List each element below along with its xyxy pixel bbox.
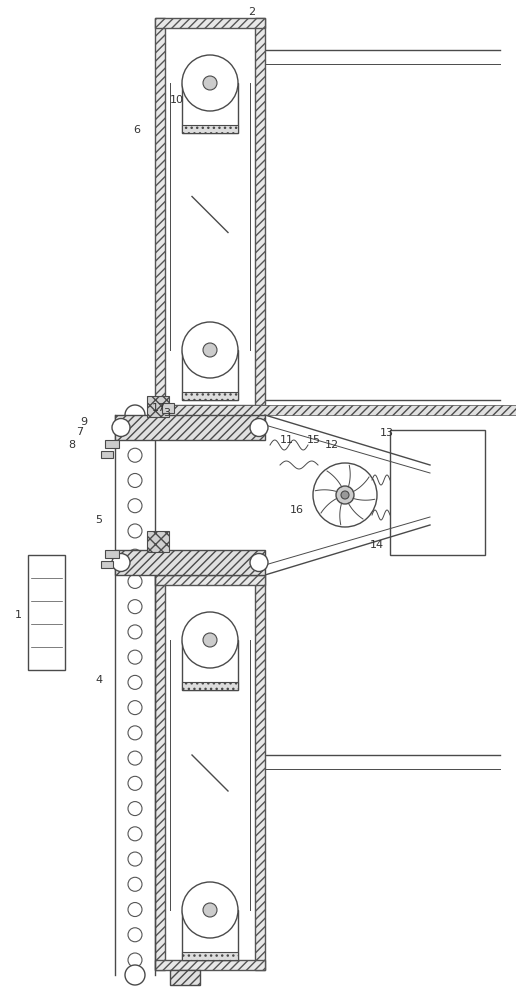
Text: 4: 4 — [95, 675, 102, 685]
Circle shape — [128, 524, 142, 538]
Bar — [155, 18, 165, 415]
Circle shape — [203, 903, 217, 917]
Circle shape — [128, 827, 142, 841]
Text: 14: 14 — [370, 540, 384, 550]
Text: 7: 7 — [76, 427, 83, 437]
Circle shape — [250, 554, 268, 572]
Circle shape — [128, 953, 142, 967]
Circle shape — [128, 903, 142, 917]
Bar — [165, 585, 255, 960]
Circle shape — [128, 776, 142, 790]
Bar — [182, 83, 238, 133]
Circle shape — [128, 473, 142, 487]
Text: 17: 17 — [152, 403, 166, 413]
Circle shape — [203, 76, 217, 90]
Text: 10: 10 — [170, 95, 184, 105]
Bar — [101, 451, 113, 458]
Bar — [155, 18, 265, 28]
Circle shape — [182, 55, 238, 111]
Circle shape — [313, 463, 377, 527]
Bar — [105, 550, 119, 558]
Circle shape — [128, 549, 142, 563]
Bar — [147, 396, 169, 417]
Bar — [155, 405, 265, 415]
Circle shape — [128, 701, 142, 715]
Bar — [165, 28, 255, 405]
Circle shape — [341, 491, 349, 499]
Circle shape — [128, 499, 142, 513]
Circle shape — [128, 423, 142, 437]
Bar — [147, 531, 169, 552]
Text: 9: 9 — [80, 417, 87, 427]
Text: 6: 6 — [133, 125, 140, 135]
Bar — [390, 430, 485, 555]
Bar — [115, 550, 265, 575]
Text: 1: 1 — [15, 610, 22, 620]
Bar — [182, 910, 238, 960]
Text: 15: 15 — [307, 435, 321, 445]
Text: 13: 13 — [380, 428, 394, 438]
Circle shape — [128, 751, 142, 765]
Bar — [255, 575, 265, 970]
Text: 12: 12 — [325, 440, 339, 450]
Circle shape — [125, 965, 145, 985]
Text: 2: 2 — [248, 7, 255, 17]
Bar — [155, 405, 516, 415]
Circle shape — [128, 928, 142, 942]
Circle shape — [125, 405, 145, 425]
Text: 3: 3 — [163, 408, 170, 418]
Circle shape — [128, 802, 142, 816]
Text: 11: 11 — [280, 435, 294, 445]
Bar — [28, 555, 65, 670]
Circle shape — [128, 852, 142, 866]
Circle shape — [128, 625, 142, 639]
Circle shape — [182, 322, 238, 378]
Bar — [115, 415, 265, 440]
Circle shape — [182, 882, 238, 938]
Bar — [182, 392, 238, 400]
Circle shape — [250, 418, 268, 436]
Bar — [182, 952, 238, 960]
Circle shape — [128, 574, 142, 588]
Circle shape — [128, 726, 142, 740]
Bar — [155, 575, 265, 585]
Circle shape — [128, 600, 142, 614]
Circle shape — [128, 877, 142, 891]
Bar — [182, 350, 238, 400]
Bar — [155, 960, 265, 970]
Bar — [155, 575, 165, 970]
Text: 5: 5 — [95, 515, 102, 525]
Bar — [182, 125, 238, 133]
Bar — [162, 403, 174, 413]
Circle shape — [182, 612, 238, 668]
Circle shape — [112, 554, 130, 572]
Circle shape — [336, 486, 354, 504]
Bar — [105, 440, 119, 448]
Circle shape — [128, 448, 142, 462]
Circle shape — [128, 650, 142, 664]
Bar — [170, 970, 200, 985]
Bar — [101, 561, 113, 568]
Circle shape — [128, 675, 142, 689]
Bar — [182, 682, 238, 690]
Bar — [255, 18, 265, 415]
Bar — [182, 640, 238, 690]
Circle shape — [203, 633, 217, 647]
Circle shape — [112, 418, 130, 436]
Circle shape — [203, 343, 217, 357]
Text: 8: 8 — [68, 440, 75, 450]
Text: 16: 16 — [290, 505, 304, 515]
